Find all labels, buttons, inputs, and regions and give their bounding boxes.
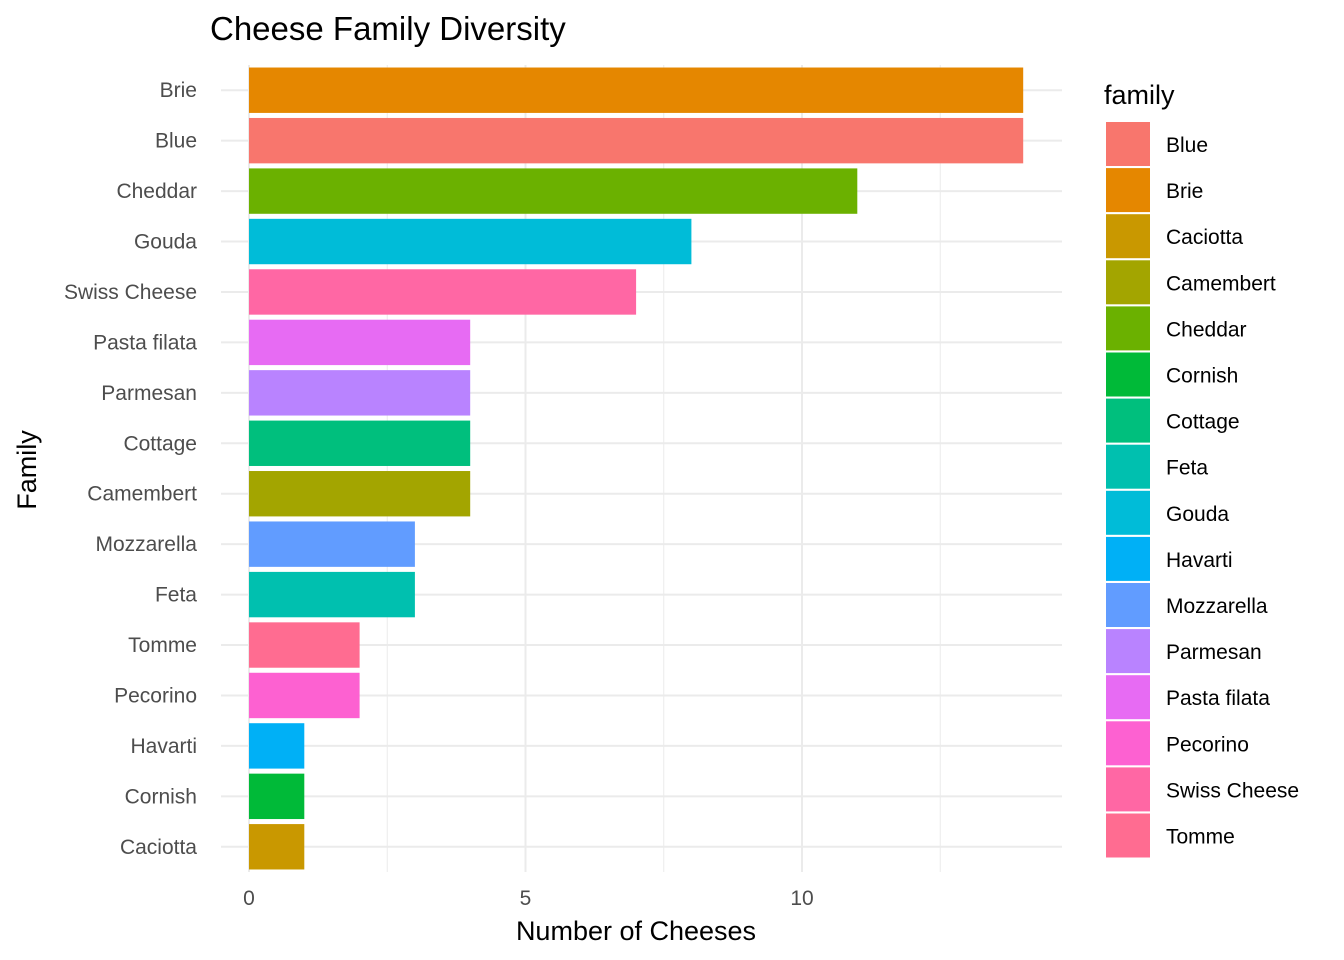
bar	[249, 117, 1024, 164]
chart-title: Cheese Family Diversity	[210, 10, 566, 47]
bar	[249, 420, 471, 466]
y-axis-tick-labels: Brie Blue Cheddar Gouda Swiss Cheese Pasta fi…	[64, 79, 197, 859]
legend-label: Feta	[1166, 457, 1208, 480]
legend-label: Pecorino	[1166, 733, 1249, 756]
bar	[249, 370, 471, 416]
legend-key	[1106, 767, 1150, 812]
y-tick-label: Caciotta	[120, 836, 197, 859]
bar	[249, 218, 692, 265]
y-tick-label: Cornish	[125, 785, 197, 808]
legend-key	[1106, 214, 1150, 259]
y-tick-label: Mozzarella	[95, 533, 197, 556]
bar	[249, 67, 1024, 113]
x-axis-label: Number of Cheeses	[516, 916, 756, 946]
bar	[249, 319, 471, 366]
legend-label: Swiss Cheese	[1166, 779, 1299, 802]
y-tick-label: Camembert	[87, 483, 197, 506]
y-tick-label: Gouda	[134, 231, 197, 254]
legend-key	[1106, 536, 1150, 581]
y-tick-label: Blue	[155, 130, 197, 153]
y-tick-label: Pecorino	[114, 684, 197, 707]
y-axis-label: Family	[12, 430, 42, 510]
legend-label: Brie	[1166, 180, 1203, 203]
x-tick-label: 5	[520, 887, 532, 910]
y-tick-label: Cheddar	[116, 180, 197, 203]
x-tick-label: 0	[243, 887, 255, 910]
y-tick-label: Tomme	[128, 634, 197, 657]
legend-key	[1106, 629, 1150, 674]
y-tick-label: Feta	[155, 584, 197, 607]
bar	[249, 672, 360, 719]
y-tick-label: Parmesan	[101, 382, 197, 405]
bar	[249, 824, 305, 870]
legend-title: family	[1104, 80, 1175, 110]
legend-label: Havarti	[1166, 549, 1233, 572]
x-axis-tick-labels: 0 5 10	[243, 887, 814, 910]
legend-key	[1106, 306, 1150, 351]
legend-key	[1106, 583, 1150, 627]
x-tick-label: 10	[790, 887, 813, 910]
legend-label: Blue	[1166, 134, 1208, 157]
bar	[249, 571, 415, 618]
legend-label: Cottage	[1166, 411, 1240, 434]
legend-key	[1106, 352, 1150, 397]
legend-label: Camembert	[1166, 272, 1276, 295]
legend-label: Cheddar	[1166, 318, 1247, 341]
legend: family Blue Brie Caciotta Camembert Cheddar C…	[1104, 80, 1299, 858]
y-tick-label: Brie	[160, 79, 197, 102]
legend-key	[1106, 721, 1150, 766]
legend-label: Caciotta	[1166, 226, 1243, 249]
legend-label: Cornish	[1166, 365, 1238, 388]
legend-label: Pasta filata	[1166, 687, 1270, 710]
legend-label: Parmesan	[1166, 641, 1262, 664]
y-tick-label: Pasta filata	[93, 331, 197, 354]
legend-key	[1106, 122, 1150, 166]
bar	[249, 723, 305, 769]
bars	[249, 67, 1024, 870]
bar	[249, 521, 415, 567]
bar	[249, 168, 858, 214]
bar	[249, 773, 305, 820]
y-tick-label: Havarti	[130, 735, 197, 758]
y-tick-label: Cottage	[123, 432, 197, 455]
legend-key	[1106, 398, 1150, 443]
legend-key	[1106, 675, 1150, 720]
legend-key	[1106, 260, 1150, 305]
legend-label: Mozzarella	[1166, 595, 1268, 618]
legend-key	[1106, 490, 1150, 535]
legend-key	[1106, 168, 1150, 213]
y-tick-label: Swiss Cheese	[64, 281, 197, 304]
legend-key	[1106, 444, 1150, 489]
legend-label: Gouda	[1166, 503, 1229, 526]
legend-key	[1106, 813, 1150, 858]
legend-label: Tomme	[1166, 826, 1235, 849]
bar	[249, 471, 471, 517]
bar	[249, 622, 360, 668]
bar	[249, 269, 637, 315]
